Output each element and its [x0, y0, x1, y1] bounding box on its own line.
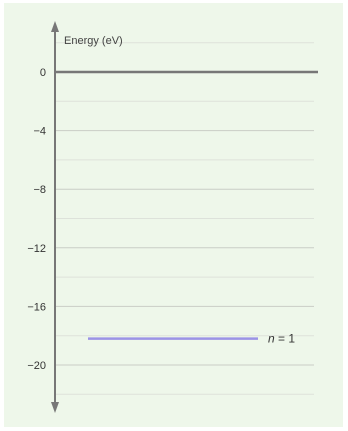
y-tick-label: 0 [40, 67, 46, 79]
y-axis-arrow-down [51, 402, 59, 413]
y-tick-label: −20 [27, 360, 46, 372]
y-tick-labels: 0 −4 −8 −12 −16 −20 [27, 67, 46, 372]
gridlines [55, 42, 314, 395]
chart-panel [4, 3, 343, 427]
y-axis-title: Energy (eV) [64, 35, 123, 47]
energy-levels: n = 1 [88, 332, 295, 346]
y-tick-label: −16 [27, 301, 46, 313]
energy-level-label: n = 1 [268, 332, 295, 346]
y-axis-arrow-up [51, 21, 59, 32]
y-tick-label: −12 [27, 243, 46, 255]
y-axis [51, 21, 59, 413]
y-tick-label: −4 [33, 126, 46, 138]
y-tick-label: −8 [33, 184, 46, 196]
